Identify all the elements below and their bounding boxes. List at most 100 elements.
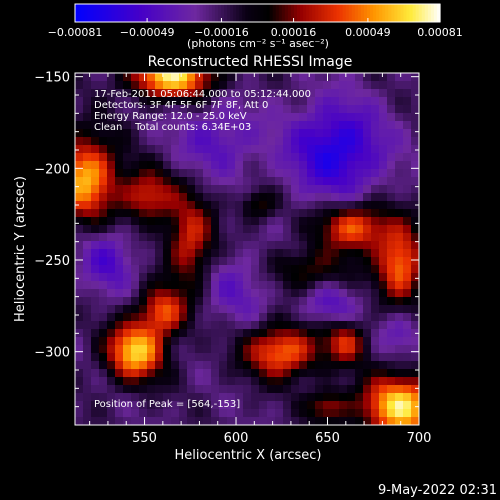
heatmap-cell <box>347 385 356 394</box>
heatmap-cell <box>347 129 356 138</box>
heatmap-cell <box>187 297 196 306</box>
heatmap-cell <box>315 113 324 122</box>
colorbar-cell <box>236 4 240 22</box>
heatmap-cell <box>315 161 324 170</box>
heatmap-cell <box>179 129 188 138</box>
heatmap-cell <box>139 161 148 170</box>
heatmap-cell <box>75 105 84 114</box>
heatmap-cell <box>347 137 356 146</box>
heatmap-cell <box>155 129 164 138</box>
heatmap-cell <box>155 393 164 402</box>
heatmap-cell <box>219 289 228 298</box>
heatmap-cell <box>83 121 92 130</box>
heatmap-cell <box>203 345 212 354</box>
heatmap-cell <box>163 129 172 138</box>
heatmap-cell <box>283 297 292 306</box>
heatmap-cell <box>139 321 148 330</box>
heatmap-cell <box>75 129 84 138</box>
heatmap-cell <box>83 337 92 346</box>
heatmap-cell <box>123 241 132 250</box>
heatmap-cell <box>291 361 300 370</box>
heatmap-cell <box>123 385 132 394</box>
heatmap-cell <box>283 73 292 82</box>
heatmap-cell <box>283 321 292 330</box>
heatmap-cell <box>131 385 140 394</box>
heatmap-cell <box>155 121 164 130</box>
heatmap-cell <box>131 353 140 362</box>
heatmap-cell <box>283 305 292 314</box>
colorbar-units: (photons cm⁻² s⁻¹ asec⁻²) <box>187 37 329 50</box>
heatmap-cell <box>347 409 356 418</box>
heatmap-cell <box>267 73 276 82</box>
heatmap-cell <box>83 81 92 90</box>
heatmap-cell <box>363 81 372 90</box>
heatmap-cell <box>155 409 164 418</box>
heatmap-cell <box>83 161 92 170</box>
heatmap-cell <box>347 265 356 274</box>
heatmap-cell <box>235 265 244 274</box>
heatmap-cell <box>211 177 220 186</box>
heatmap-cell <box>411 385 420 394</box>
heatmap-cell <box>251 225 260 234</box>
heatmap-cell <box>187 217 196 226</box>
heatmap-cell <box>347 281 356 290</box>
heatmap-cell <box>99 393 108 402</box>
heatmap-cell <box>387 161 396 170</box>
heatmap-cell <box>131 361 140 370</box>
heatmap-cell <box>211 265 220 274</box>
heatmap-cell <box>171 401 180 410</box>
heatmap-cell <box>275 321 284 330</box>
heatmap-cell <box>371 393 380 402</box>
heatmap-cell <box>315 249 324 258</box>
heatmap-cell <box>139 233 148 242</box>
heatmap-cell <box>203 401 212 410</box>
heatmap-cell <box>315 177 324 186</box>
colorbar-cell <box>275 4 280 22</box>
heatmap-cell <box>195 241 204 250</box>
heatmap-cell <box>155 313 164 322</box>
heatmap-cell <box>131 377 140 386</box>
heatmap-cell <box>323 353 332 362</box>
heatmap-cell <box>355 153 364 162</box>
heatmap-cell <box>243 73 252 82</box>
heatmap-cell <box>235 225 244 234</box>
heatmap-cell <box>171 249 180 258</box>
heatmap-cell <box>163 337 172 346</box>
heatmap-cell <box>131 345 140 354</box>
heatmap-cell <box>243 393 252 402</box>
heatmap-cell <box>379 81 388 90</box>
heatmap-cell <box>211 137 220 146</box>
heatmap-cell <box>307 81 316 90</box>
colorbar-cell <box>412 4 417 22</box>
heatmap-cell <box>387 169 396 178</box>
heatmap-cell <box>291 121 300 130</box>
heatmap-cell <box>99 369 108 378</box>
heatmap-cell <box>107 201 116 210</box>
heatmap-cell <box>107 369 116 378</box>
heatmap-cell <box>147 361 156 370</box>
heatmap-cell <box>275 177 284 186</box>
heatmap-cell <box>155 377 164 386</box>
heatmap-cell <box>331 233 340 242</box>
heatmap-cell <box>147 297 156 306</box>
heatmap-cell <box>251 329 260 338</box>
annotation-time-range: 17-Feb-2011 05:06:44.000 to 05:12:44.000 <box>94 89 311 100</box>
heatmap-cell <box>123 345 132 354</box>
heatmap-cell <box>219 393 228 402</box>
heatmap-cell <box>315 89 324 98</box>
heatmap-cell <box>179 121 188 130</box>
colorbar-cell <box>418 4 423 22</box>
heatmap-cell <box>131 137 140 146</box>
heatmap-cell <box>219 201 228 210</box>
heatmap-cell <box>171 161 180 170</box>
heatmap-cell <box>315 289 324 298</box>
heatmap-cell <box>235 153 244 162</box>
heatmap-cell <box>275 281 284 290</box>
heatmap-cell <box>235 281 244 290</box>
heatmap-cell <box>299 129 308 138</box>
heatmap-cell <box>307 401 316 410</box>
heatmap-cell <box>83 409 92 418</box>
heatmap-cell <box>283 273 292 282</box>
heatmap-cell <box>267 225 276 234</box>
heatmap-cell <box>219 241 228 250</box>
